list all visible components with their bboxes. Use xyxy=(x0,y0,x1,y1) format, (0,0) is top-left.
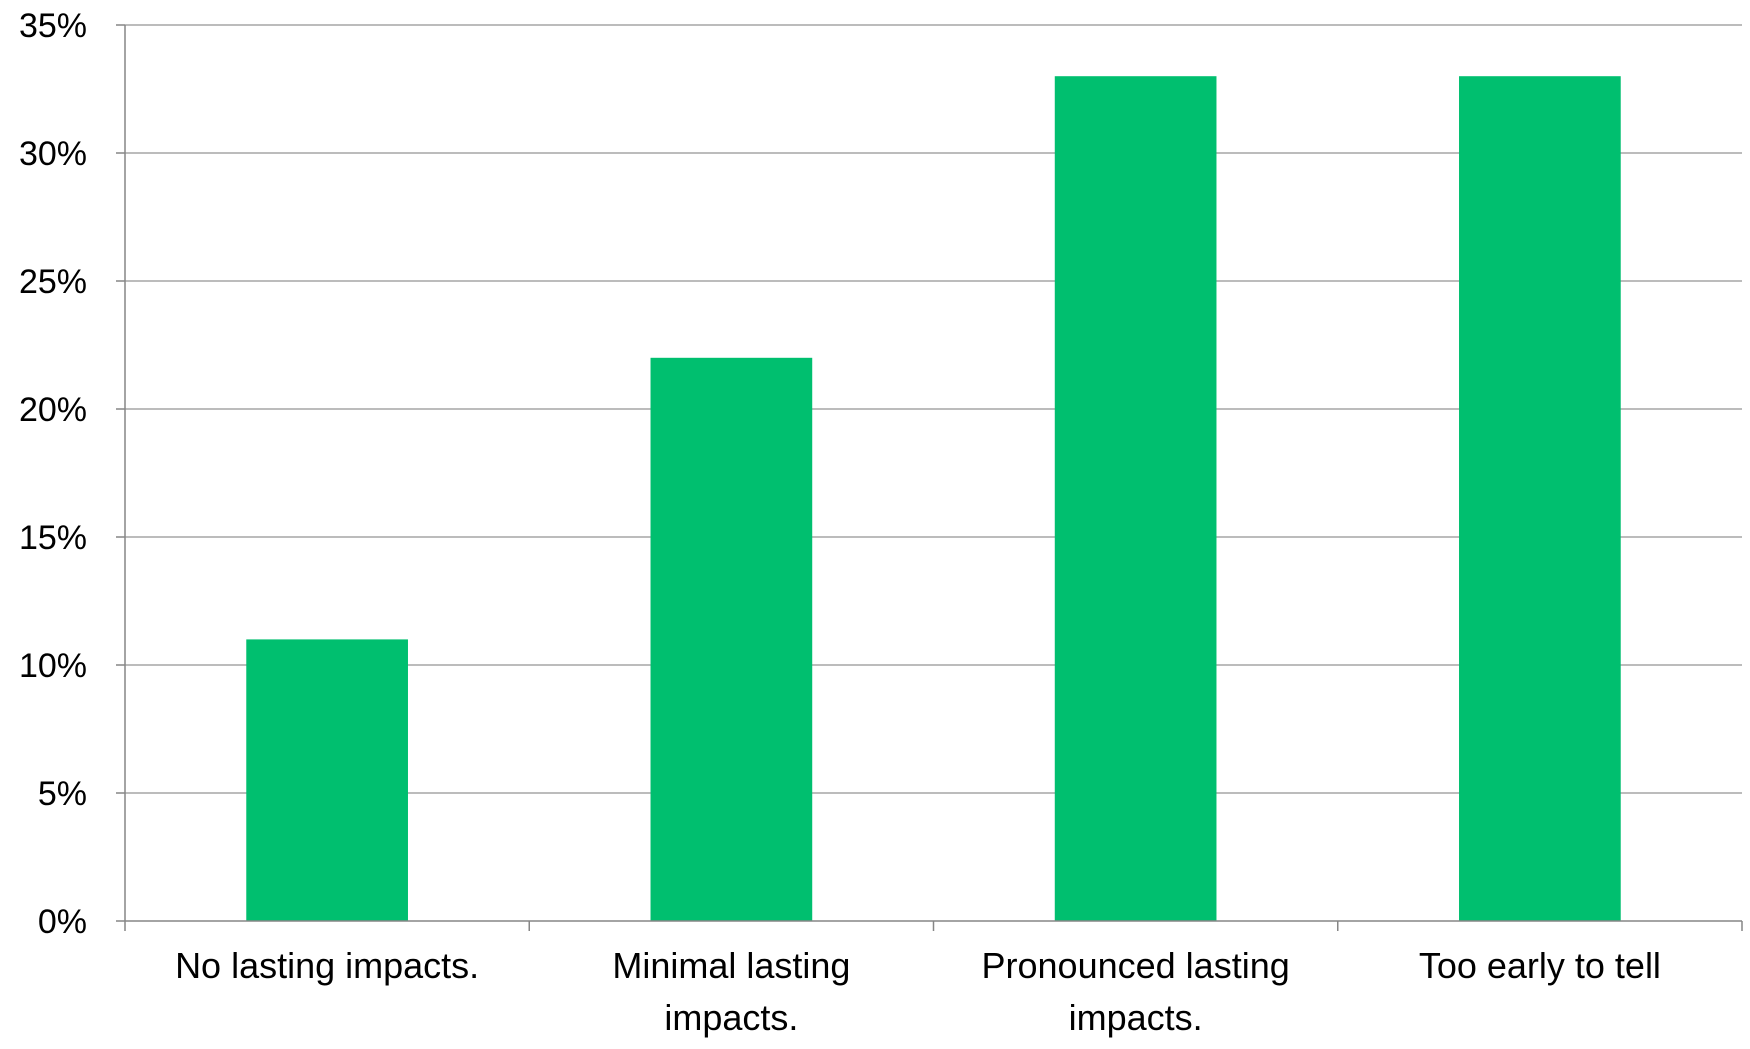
y-tick-label: 30% xyxy=(19,135,87,173)
y-tick-label: 35% xyxy=(19,7,87,45)
bar xyxy=(650,357,813,921)
x-category-label: Pronounced lasting impacts. xyxy=(982,945,1290,1038)
x-category-label: Minimal lasting impacts. xyxy=(612,945,850,1038)
x-category-label: No lasting impacts. xyxy=(175,945,479,986)
bar xyxy=(1459,76,1621,921)
bars xyxy=(246,76,1621,921)
y-tick-label: 20% xyxy=(19,391,87,429)
y-tick-label: 25% xyxy=(19,263,87,301)
y-tick-label: 0% xyxy=(38,903,87,941)
y-tick-label: 5% xyxy=(38,775,87,813)
x-category-labels: No lasting impacts. Minimal lasting impact… xyxy=(175,945,1661,1038)
y-tick-labels: 0% 5% 10% 15% 20% 25% 30% 35% xyxy=(19,7,87,941)
x-category-label: Too early to tell xyxy=(1419,945,1661,986)
bar xyxy=(246,639,408,921)
y-tick-label: 15% xyxy=(19,519,87,557)
bar xyxy=(1054,76,1217,921)
y-tick-label: 10% xyxy=(19,647,87,685)
axes xyxy=(116,24,1743,931)
